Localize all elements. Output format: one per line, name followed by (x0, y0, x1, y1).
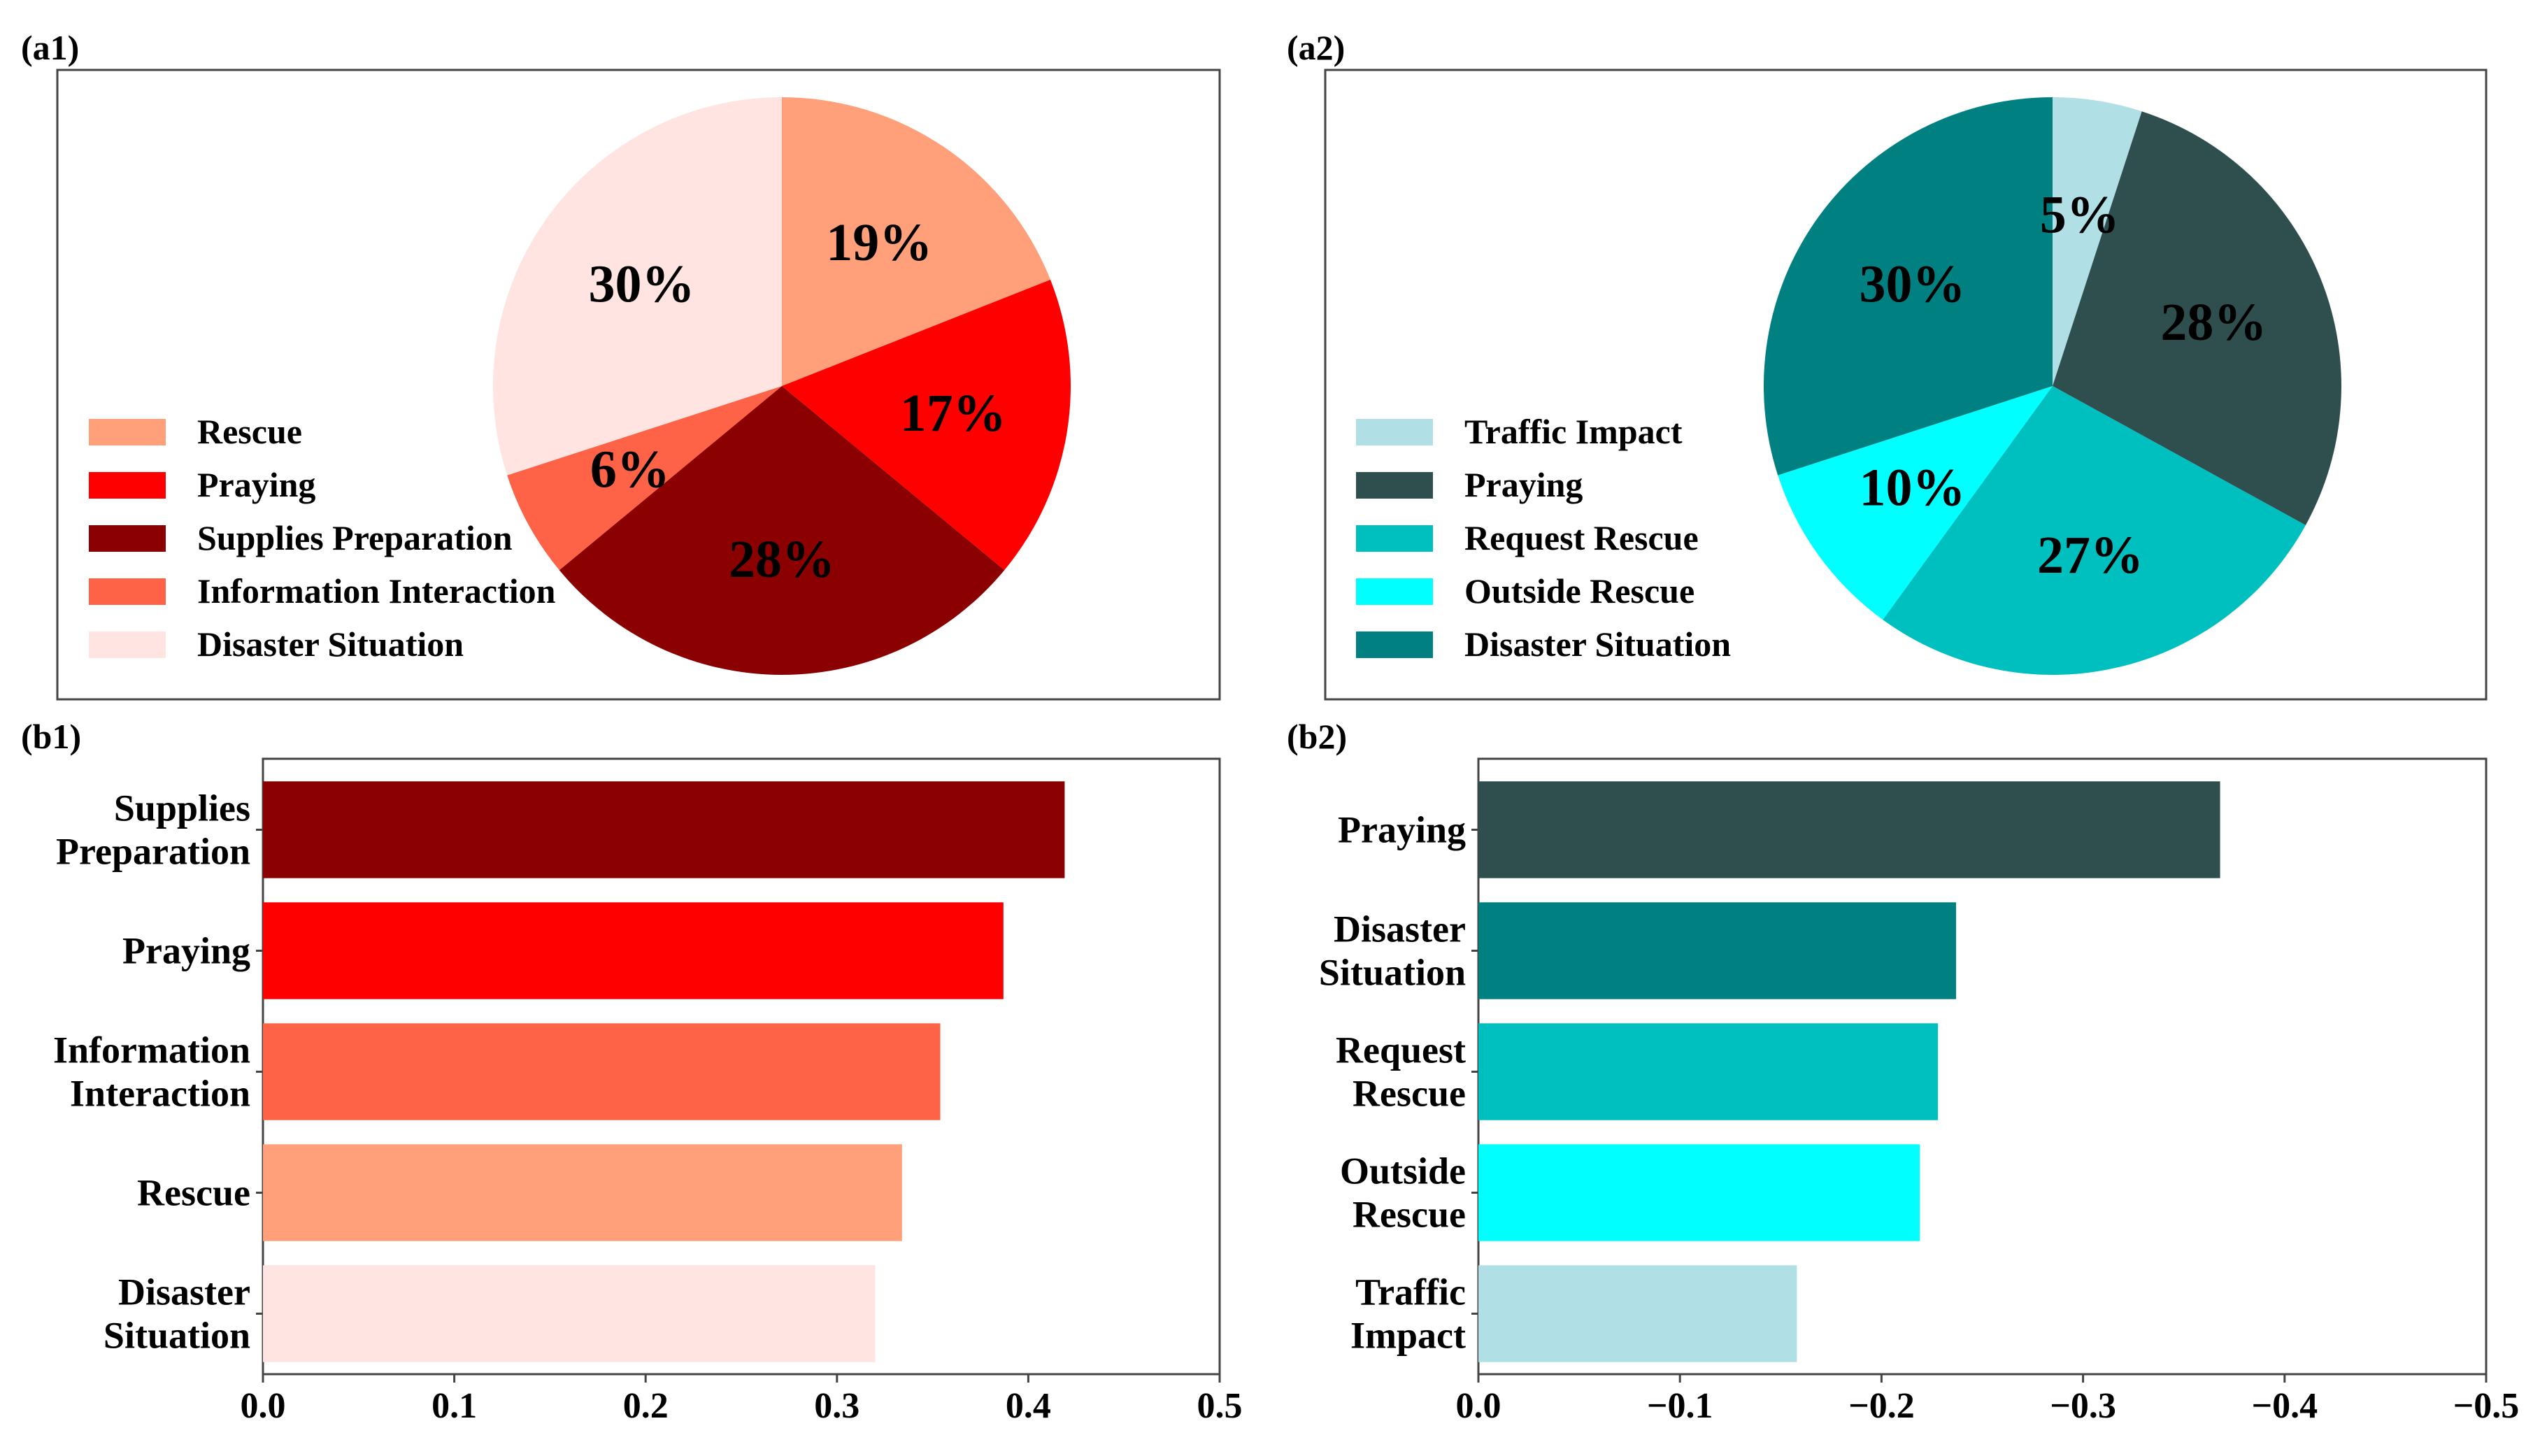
legend-label-information-interaction: Information Interaction (197, 571, 556, 611)
pie-slice-outside-rescue (1778, 386, 2053, 620)
pie-label-supplies-preparation: 28% (729, 530, 835, 589)
bar-label-information-interaction: Information (53, 1029, 250, 1071)
frame-a1 (56, 69, 1221, 701)
pie-slice-praying (782, 279, 1071, 571)
bar-disaster-situation (1478, 902, 1957, 999)
legend-swatch-request-rescue (1356, 525, 1433, 552)
legend-label-disaster-situation: Disaster Situation (1464, 624, 1731, 664)
bar-label-disaster-situation: Situation (1319, 952, 1466, 994)
x-tick-label: 0.5 (1197, 1386, 1243, 1426)
bar-label-outside-rescue: Rescue (1353, 1194, 1466, 1236)
x-tick-label: 0.4 (1006, 1386, 1051, 1426)
bar-praying (1478, 781, 2220, 878)
bar-label-traffic-impact: Impact (1350, 1315, 1466, 1357)
pie-slice-disaster-situation (1764, 97, 2053, 476)
pie-label-outside-rescue: 10% (1860, 459, 1966, 518)
panel-label-b1: (b1) (21, 717, 81, 756)
legend-swatch-supplies-preparation (89, 525, 166, 552)
pie-label-information-interaction: 6% (590, 440, 670, 499)
bar-label-disaster-situation: Disaster (118, 1271, 250, 1313)
bar-request-rescue (1478, 1023, 1939, 1120)
pie-slice-request-rescue (1883, 386, 2306, 675)
bar-information-interaction (263, 1023, 941, 1120)
legend-swatch-praying (1356, 472, 1433, 499)
x-tick-label: 0.0 (1456, 1386, 1501, 1426)
legend-a2: Traffic Impact Praying Request Rescue Outsi… (1356, 412, 1731, 664)
legend-swatch-disaster-situation (89, 631, 166, 658)
legend-label-request-rescue: Request Rescue (1464, 518, 1699, 557)
legend-a1: Rescue Praying Supplies Preparation Informa… (89, 412, 556, 664)
panel-label-a2: (a2) (1287, 28, 1345, 67)
bar-label-traffic-impact: Traffic (1355, 1271, 1466, 1313)
bar-traffic-impact (1478, 1265, 1797, 1362)
bar-praying (263, 902, 1004, 999)
bar-label-request-rescue: Request (1336, 1029, 1466, 1071)
bar-label-information-interaction: Interaction (70, 1073, 250, 1115)
legend-label-praying: Praying (1464, 465, 1583, 504)
pie-slice-disaster-situation (492, 97, 782, 476)
pie-label-praying: 17% (900, 384, 1006, 443)
panel-label-b2: (b2) (1287, 717, 1347, 756)
legend-swatch-traffic-impact (1356, 419, 1433, 445)
legend-label-supplies-preparation: Supplies Preparation (197, 518, 513, 557)
pie-chart-a1: 19% 17% 28% 6% 30% (492, 97, 1071, 675)
pie-slice-information-interaction (507, 386, 782, 571)
pie-slice-traffic-impact (2053, 97, 2142, 386)
x-tick-label: 0.1 (431, 1386, 477, 1426)
legend-label-traffic-impact: Traffic Impact (1464, 412, 1683, 451)
legend-label-disaster-situation: Disaster Situation (197, 624, 464, 664)
bar-label-outside-rescue: Outside (1340, 1150, 1466, 1192)
legend-swatch-disaster-situation (1356, 631, 1433, 658)
x-tick-label: −0.5 (2453, 1386, 2520, 1426)
bar-rescue (263, 1144, 902, 1241)
legend-label-rescue: Rescue (197, 412, 302, 451)
pie-slice-supplies-preparation (559, 386, 1005, 675)
pie-label-disaster-situation: 30% (589, 255, 695, 313)
x-tick-label: −0.4 (2251, 1386, 2318, 1426)
bar-label-praying: Praying (1338, 809, 1466, 851)
x-tick-label: 0.0 (241, 1386, 286, 1426)
panel-label-a1: (a1) (21, 28, 79, 67)
pie-label-traffic-impact: 5% (2040, 185, 2120, 244)
x-tick-label: −0.3 (2050, 1386, 2116, 1426)
frame-a2 (1324, 69, 2488, 701)
pie-slice-rescue (782, 97, 1050, 386)
bar-label-disaster-situation: Disaster (1334, 908, 1466, 950)
pie-label-request-rescue: 27% (2037, 526, 2143, 585)
legend-swatch-outside-rescue (1356, 578, 1433, 605)
bar-label-supplies-preparation: Preparation (56, 831, 250, 873)
legend-swatch-information-interaction (89, 578, 166, 605)
x-tick-label: 0.3 (814, 1386, 859, 1426)
x-tick-label: −0.2 (1848, 1386, 1915, 1426)
x-tick-label: −0.1 (1647, 1386, 1713, 1426)
bar-label-disaster-situation: Situation (104, 1315, 250, 1357)
x-tick-label: 0.2 (623, 1386, 669, 1426)
legend-swatch-praying (89, 472, 166, 499)
bar-disaster-situation (263, 1265, 876, 1362)
pie-chart-a2: 5% 28% 27% 10% 30% (1764, 97, 2341, 675)
bar-label-rescue: Rescue (137, 1172, 250, 1214)
bar-label-request-rescue: Rescue (1353, 1073, 1466, 1115)
pie-label-rescue: 19% (826, 213, 932, 272)
bar-label-praying: Praying (122, 930, 250, 972)
bar-label-supplies-preparation: Supplies (114, 787, 250, 829)
bar-outside-rescue (1478, 1144, 1920, 1241)
legend-swatch-rescue (89, 419, 166, 445)
pie-label-praying: 28% (2160, 293, 2267, 352)
pie-slice-praying (2053, 111, 2341, 525)
bar-chart-b2: PrayingDisasterSituationRequestRescueOut… (1319, 781, 2519, 1426)
legend-label-praying: Praying (197, 465, 315, 504)
pie-label-disaster-situation: 30% (1860, 255, 1966, 313)
bar-supplies-preparation (263, 781, 1065, 878)
legend-label-outside-rescue: Outside Rescue (1464, 571, 1694, 611)
